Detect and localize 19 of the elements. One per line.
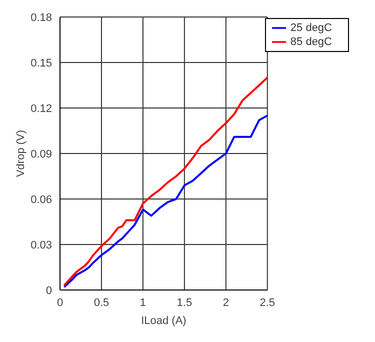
y-tick-label: 0.18: [30, 12, 52, 24]
line-series: [63, 114, 268, 288]
y-axis-title: Vdrop (V): [14, 130, 27, 178]
y-tick-label: 0: [46, 284, 52, 297]
x-axis-title: ILoad (A): [141, 315, 186, 327]
x-tick-label: 2.5: [260, 296, 276, 309]
y-tick-label: 0.03: [30, 239, 52, 252]
legend-label: 85 degC: [290, 36, 332, 48]
legend-label: 25 degC: [290, 22, 332, 34]
y-tick-label: 0.12: [30, 102, 52, 115]
y-tick-label: 0.15: [30, 57, 52, 70]
y-tick-label: 0.06: [30, 194, 52, 206]
x-tick-label: 1: [140, 296, 146, 309]
y-tick-label: 0.09: [30, 148, 52, 160]
x-tick-label: 2: [222, 296, 229, 309]
x-tick-label: 0: [56, 296, 64, 309]
x-tick-label: 1.5: [176, 296, 192, 309]
x-tick-label: 0.5: [94, 296, 110, 309]
line-series: [63, 76, 268, 286]
